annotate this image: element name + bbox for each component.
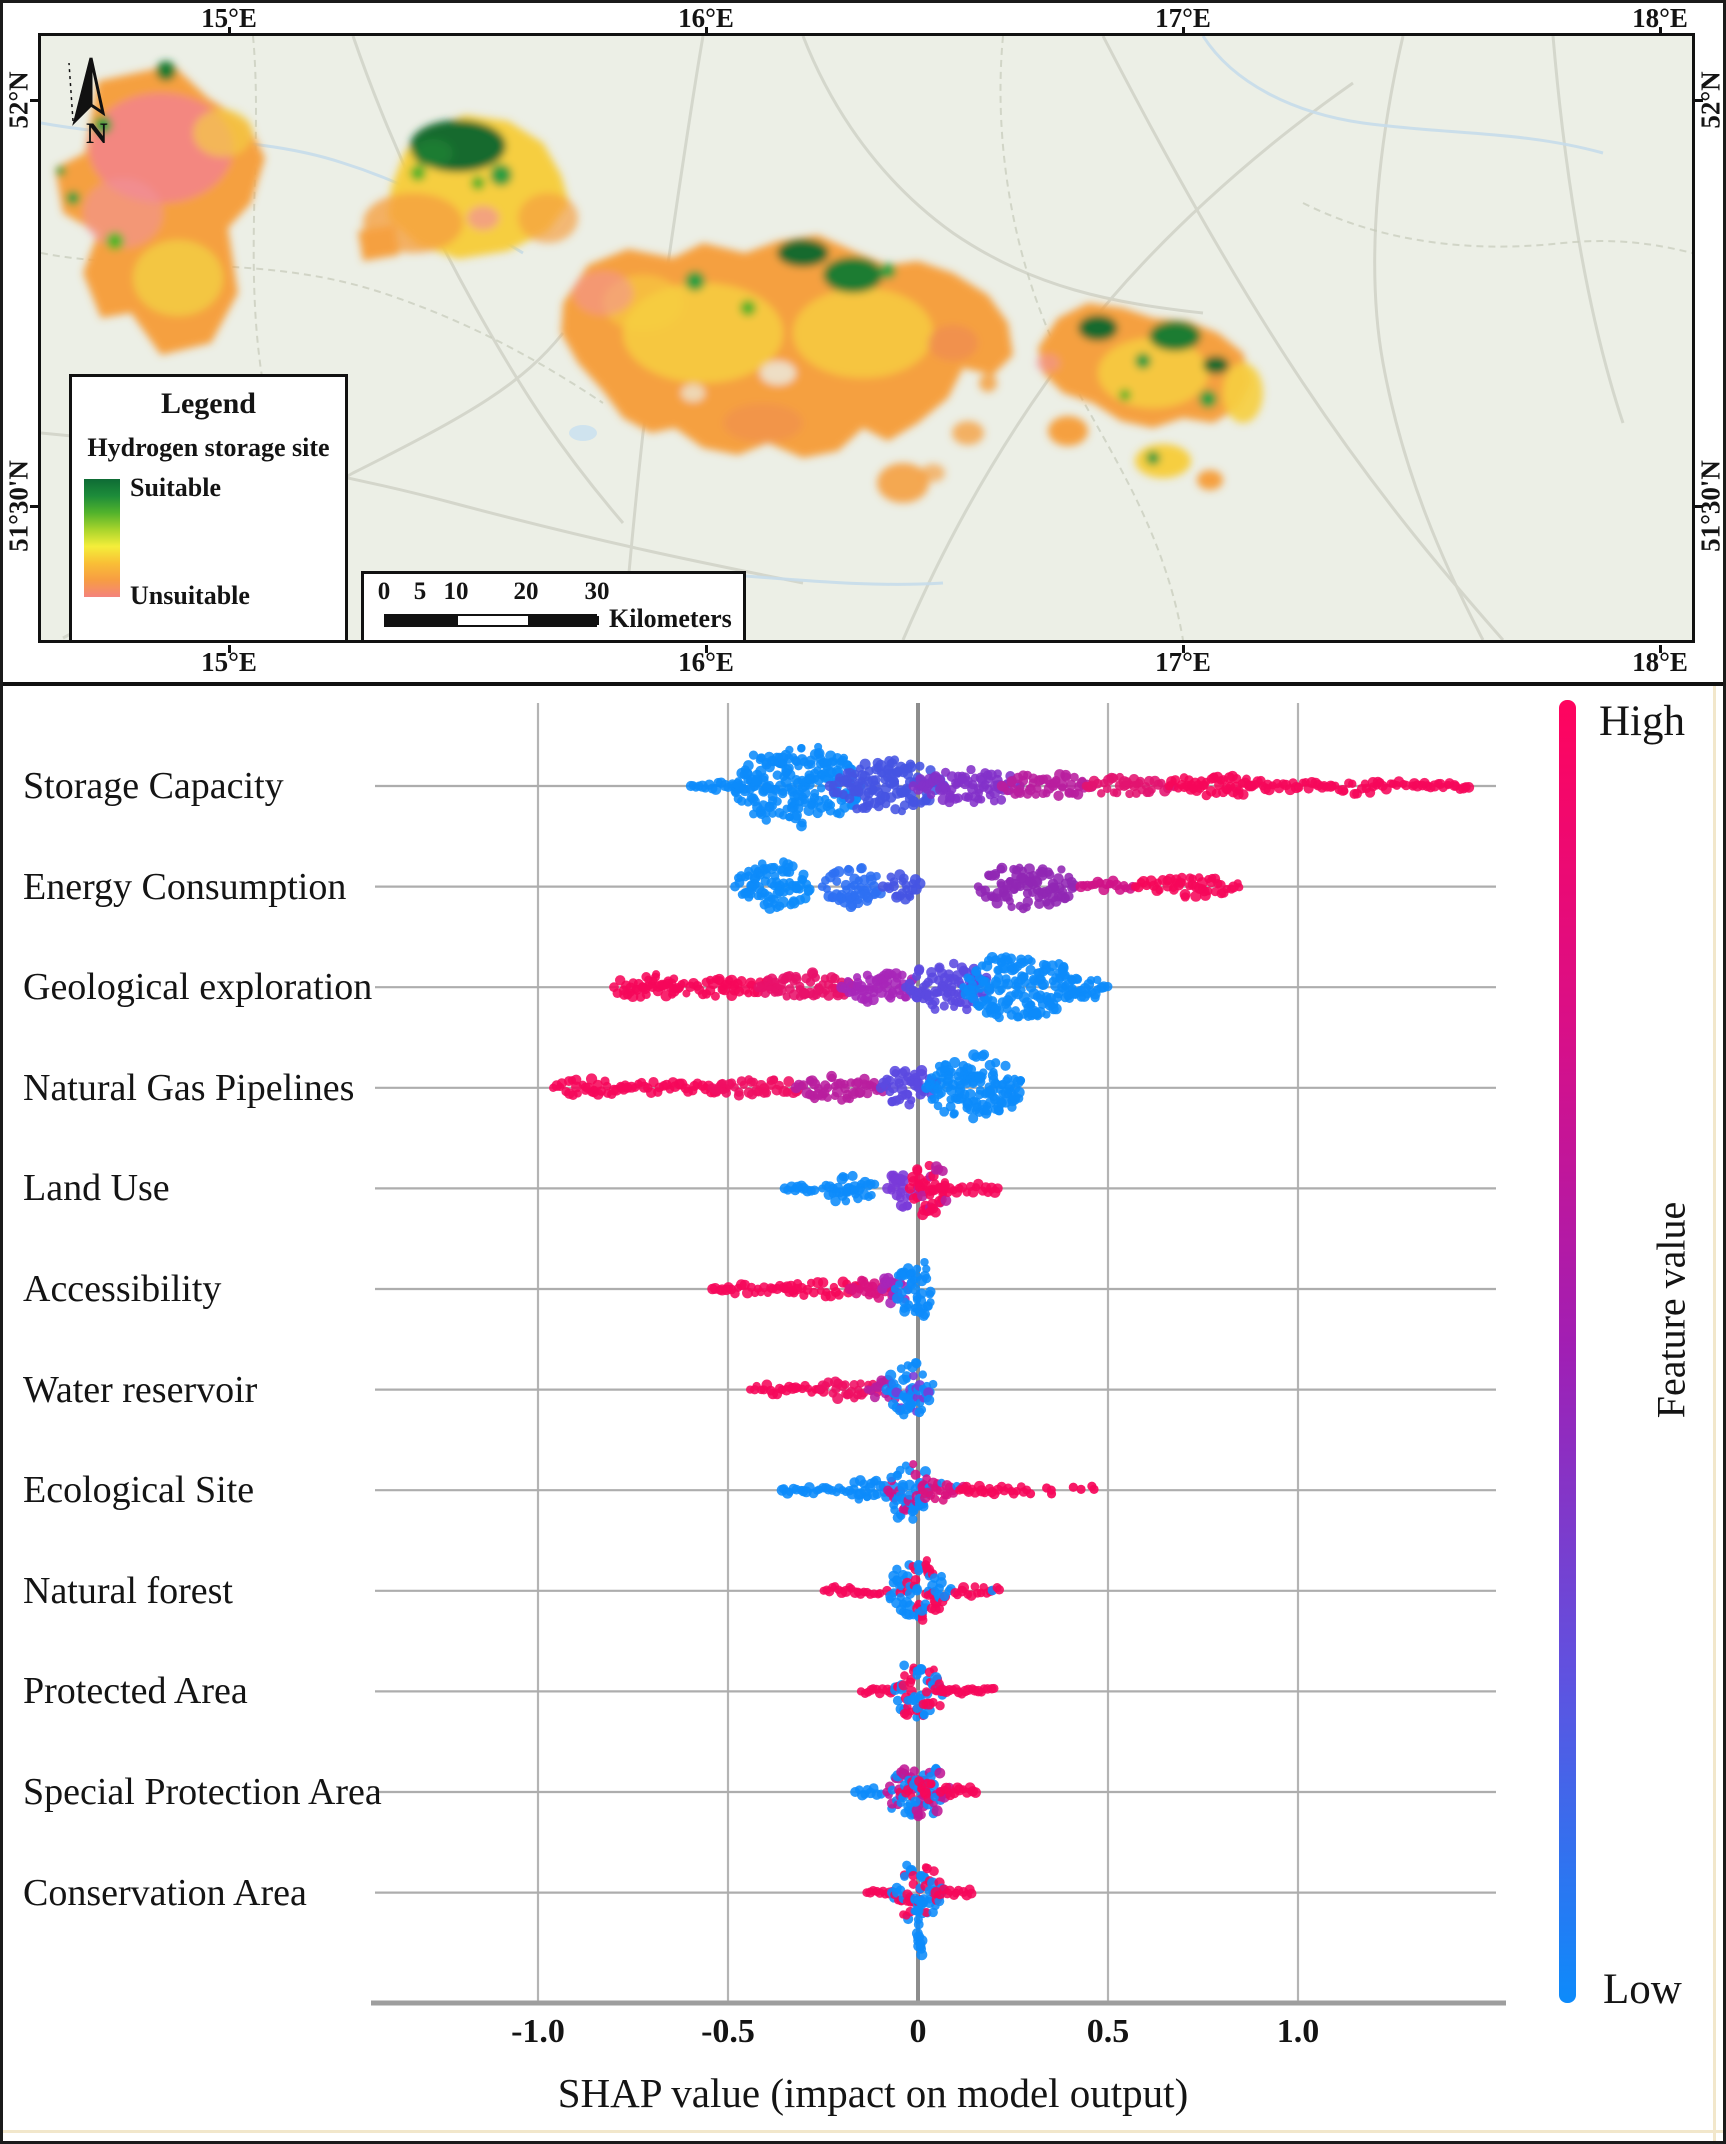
map-scalebar: 0 5 10 20 30 Kilometers xyxy=(361,571,746,643)
map-tick xyxy=(228,645,231,653)
scalebar-tick: 30 xyxy=(584,578,610,605)
feature-label: Special Protection Area xyxy=(23,1771,382,1813)
x-tick-label: -1.0 xyxy=(511,2013,565,2050)
feature-label: Ecological Site xyxy=(23,1469,255,1512)
legend-gradient-bar xyxy=(84,479,120,597)
feature-label: Natural Gas Pipelines xyxy=(23,1066,355,1109)
scalebar-tick: 0 xyxy=(377,578,391,605)
map-tick xyxy=(1695,505,1703,508)
scalebar-tick: 20 xyxy=(513,578,539,605)
map-tick xyxy=(30,99,38,102)
north-arrow-icon xyxy=(68,57,106,126)
inner-frame-right xyxy=(1713,686,1716,2141)
map-tick xyxy=(30,505,38,508)
colorbar-low-label: Low xyxy=(1603,1966,1682,2013)
colorbar-high-label: High xyxy=(1599,698,1685,745)
map-longitude-labels-top: 15°E 16°E 17°E 18°E xyxy=(3,3,1723,33)
map-tick xyxy=(1182,645,1185,653)
colorbar-axis-label: Feature value xyxy=(1648,1201,1694,1419)
scalebar-segment xyxy=(458,616,528,625)
legend-suitable-label: Suitable xyxy=(130,473,222,502)
x-tick-label: 0 xyxy=(909,2013,927,2050)
scalebar-tick: 10 xyxy=(443,578,469,605)
legend-subtitle: Hydrogen storage site xyxy=(87,433,330,462)
feature-label: Storage Capacity xyxy=(23,765,284,807)
scalebar-segment xyxy=(386,616,458,625)
x-axis-title: SHAP value (impact on model output) xyxy=(557,2070,1189,2116)
x-tick-label: -0.5 xyxy=(701,2013,755,2050)
feature-label: Natural forest xyxy=(23,1569,233,1612)
map-tick xyxy=(705,27,708,35)
feature-label: Energy Consumption xyxy=(23,865,347,908)
map-panel: N Legend Hydrogen storage site Suitable … xyxy=(38,33,1695,643)
legend-unsuitable-label: Unsuitable xyxy=(130,581,250,610)
map-tick xyxy=(705,645,708,653)
feature-label: Geological exploration xyxy=(23,966,373,1009)
x-tick-label: 1.0 xyxy=(1276,2013,1320,2050)
suitability-patches xyxy=(55,61,1263,503)
scalebar-unit: Kilometers xyxy=(609,604,732,633)
scalebar-segment xyxy=(528,616,599,625)
feature-label: Protected Area xyxy=(23,1670,248,1713)
legend-title: Legend xyxy=(160,387,256,420)
shap-beeswarm-plot xyxy=(371,703,1506,2006)
colorbar xyxy=(1559,700,1576,2003)
map-legend: Legend Hydrogen storage site Suitable Un… xyxy=(69,374,348,643)
north-letter: N xyxy=(86,117,108,150)
feature-label: Conservation Area xyxy=(23,1871,307,1914)
map-tick xyxy=(1659,27,1662,35)
map-longitude-labels-bottom: 15°E 16°E 17°E 18°E xyxy=(3,645,1723,681)
scalebar-tick: 5 xyxy=(413,578,427,605)
feature-label: Land Use xyxy=(23,1167,170,1210)
map-tick xyxy=(228,27,231,35)
basemap-lake xyxy=(569,425,597,441)
scalebar-bar xyxy=(384,614,599,627)
map-tick xyxy=(1695,99,1703,102)
feature-label: Accessibility xyxy=(23,1268,222,1310)
panel-separator xyxy=(3,682,1723,686)
inner-frame-bottom xyxy=(3,2130,1723,2133)
x-tick-label: 0.5 xyxy=(1086,2013,1130,2050)
map-tick xyxy=(1659,645,1662,653)
feature-label: Water reservoir xyxy=(23,1368,258,1411)
map-tick xyxy=(1182,27,1185,35)
